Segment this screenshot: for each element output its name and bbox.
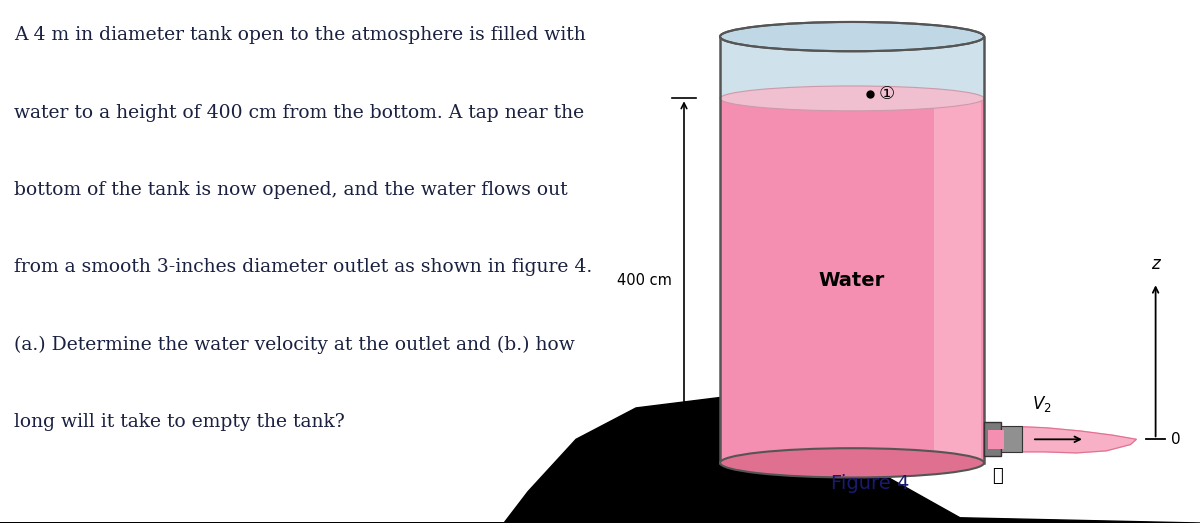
FancyBboxPatch shape	[988, 430, 1003, 449]
Text: z: z	[1151, 255, 1160, 273]
Text: $V_2$: $V_2$	[1032, 394, 1051, 414]
Bar	[720, 98, 984, 463]
Ellipse shape	[720, 86, 984, 111]
Text: bottom of the tank is now opened, and the water flows out: bottom of the tank is now opened, and th…	[14, 181, 568, 199]
Text: 400 cm: 400 cm	[617, 273, 672, 288]
Ellipse shape	[720, 22, 984, 51]
Bar	[934, 98, 982, 463]
Text: A 4 m in diameter tank open to the atmosphere is filled with: A 4 m in diameter tank open to the atmos…	[14, 26, 586, 44]
FancyBboxPatch shape	[984, 423, 1001, 456]
Bar	[720, 37, 984, 98]
Text: from a smooth 3-inches diameter outlet as shown in figure 4.: from a smooth 3-inches diameter outlet a…	[14, 258, 593, 276]
FancyBboxPatch shape	[1001, 426, 1022, 452]
Polygon shape	[0, 397, 1200, 523]
Text: 0: 0	[1171, 432, 1181, 447]
Text: water to a height of 400 cm from the bottom. A tap near the: water to a height of 400 cm from the bot…	[14, 104, 584, 121]
Ellipse shape	[720, 448, 984, 477]
Text: Figure 4: Figure 4	[830, 474, 910, 493]
Text: (a.) Determine the water velocity at the outlet and (b.) how: (a.) Determine the water velocity at the…	[14, 336, 575, 354]
Polygon shape	[1022, 427, 1136, 453]
Text: long will it take to empty the tank?: long will it take to empty the tank?	[14, 413, 346, 431]
Text: ⓹: ⓹	[992, 467, 1003, 485]
Text: ①: ①	[878, 85, 894, 103]
Text: Water: Water	[818, 271, 886, 290]
